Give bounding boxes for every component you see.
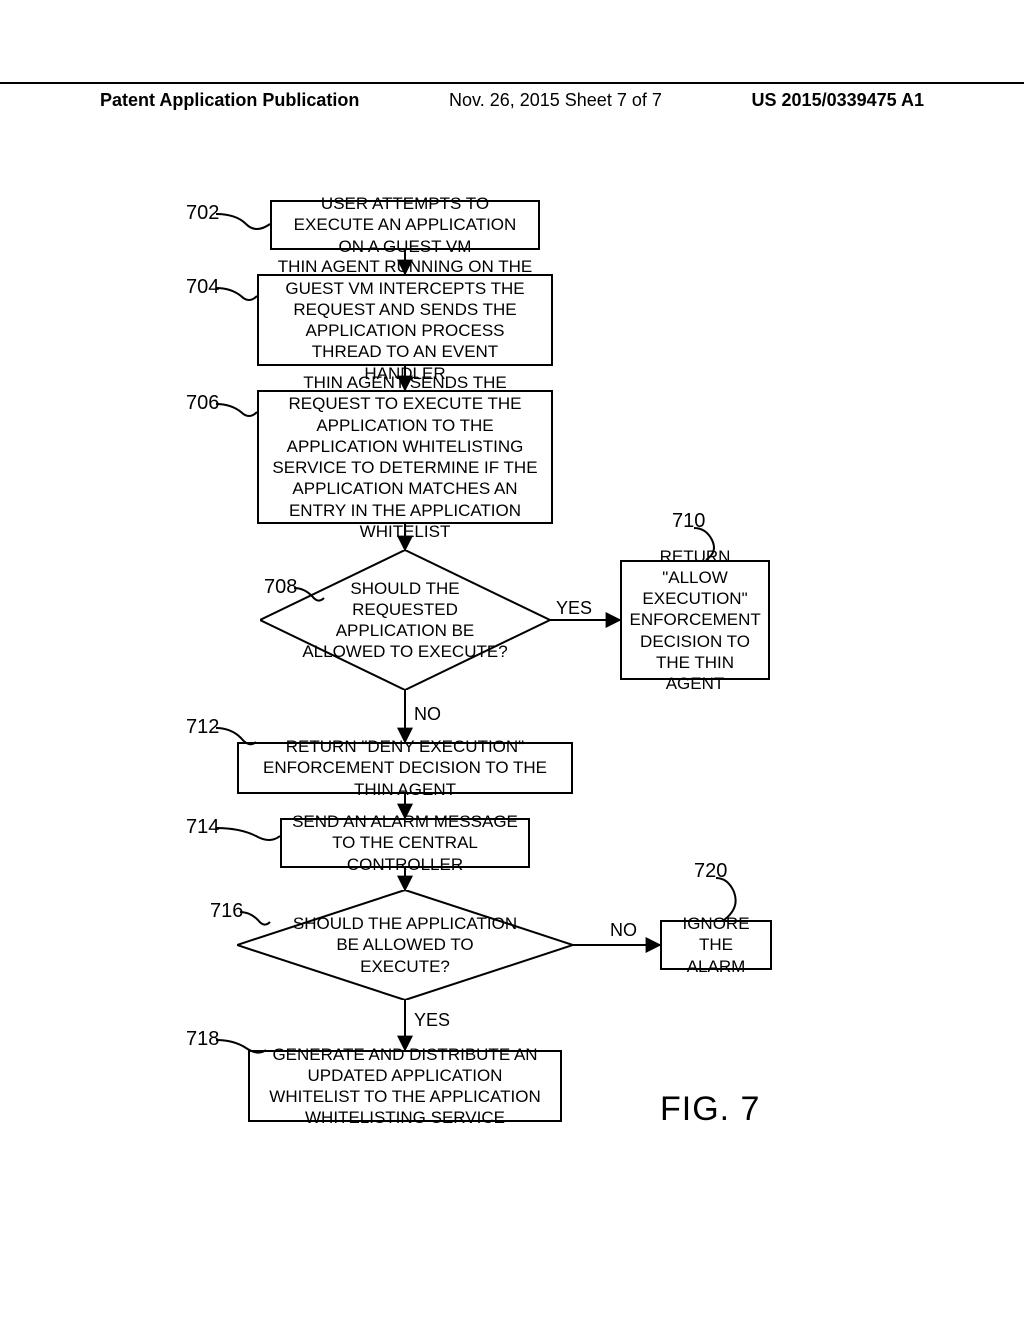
box-720: IGNORE THE ALARM	[660, 920, 772, 970]
header-right: US 2015/0339475 A1	[752, 90, 924, 111]
leader-720	[716, 878, 742, 920]
box-706: THIN AGENT SENDS THE REQUEST TO EXECUTE …	[257, 390, 553, 524]
box-704-text: THIN AGENT RUNNING ON THE GUEST VM INTER…	[269, 256, 541, 384]
box-718-text: GENERATE AND DISTRIBUTE AN UPDATED APPLI…	[260, 1044, 550, 1129]
figure-label: FIG. 7	[660, 1090, 760, 1129]
box-712-text: RETURN "DENY EXECUTION" ENFORCEMENT DECI…	[249, 736, 561, 800]
arrow-716-718	[405, 1000, 406, 1050]
arrow-714-716	[405, 868, 406, 890]
label-no-708: NO	[414, 704, 441, 725]
box-712: RETURN "DENY EXECUTION" ENFORCEMENT DECI…	[237, 742, 573, 794]
leader-718	[216, 1036, 266, 1058]
leader-702	[216, 210, 270, 230]
label-yes-716: YES	[414, 1010, 450, 1031]
arrow-702-704	[405, 250, 406, 274]
header-left: Patent Application Publication	[100, 90, 359, 111]
decision-708-text: SHOULD THE REQUESTED APPLICATION BE ALLO…	[300, 578, 510, 663]
box-710: RETURN "ALLOW EXECUTION" ENFORCEMENT DEC…	[620, 560, 770, 680]
ref-712: 712	[186, 716, 219, 739]
arrow-716-720	[573, 945, 660, 946]
decision-716: SHOULD THE APPLICATION BE ALLOWED TO EXE…	[237, 890, 573, 1000]
ref-716: 716	[210, 900, 243, 923]
ref-704: 704	[186, 276, 219, 299]
box-704: THIN AGENT RUNNING ON THE GUEST VM INTER…	[257, 274, 553, 366]
header-mid: Nov. 26, 2015 Sheet 7 of 7	[449, 90, 662, 111]
box-718: GENERATE AND DISTRIBUTE AN UPDATED APPLI…	[248, 1050, 562, 1122]
box-706-text: THIN AGENT SENDS THE REQUEST TO EXECUTE …	[269, 372, 541, 542]
leader-714	[216, 824, 280, 844]
ref-720: 720	[694, 860, 727, 883]
arrow-708-710	[550, 620, 620, 621]
box-702: USER ATTEMPTS TO EXECUTE AN APPLICATION …	[270, 200, 540, 250]
label-no-716: NO	[610, 920, 637, 941]
box-720-text: IGNORE THE ALARM	[672, 913, 760, 977]
flowchart: USER ATTEMPTS TO EXECUTE AN APPLICATION …	[0, 180, 1024, 1180]
arrow-712-714	[405, 794, 406, 818]
arrow-704-706	[405, 366, 406, 390]
box-710-text: RETURN "ALLOW EXECUTION" ENFORCEMENT DEC…	[630, 546, 761, 695]
ref-702: 702	[186, 202, 219, 225]
arrow-708-712	[405, 690, 406, 742]
ref-714: 714	[186, 816, 219, 839]
arrow-706-708	[405, 524, 406, 550]
ref-708: 708	[264, 576, 297, 599]
ref-706: 706	[186, 392, 219, 415]
ref-718: 718	[186, 1028, 219, 1051]
leader-708	[294, 584, 324, 604]
leader-704	[216, 284, 257, 304]
box-714: SEND AN ALARM MESSAGE TO THE CENTRAL CON…	[280, 818, 530, 868]
page-header: Patent Application Publication Nov. 26, …	[0, 82, 1024, 111]
box-702-text: USER ATTEMPTS TO EXECUTE AN APPLICATION …	[282, 193, 528, 257]
leader-712	[216, 724, 256, 748]
label-yes-708: YES	[556, 598, 592, 619]
box-714-text: SEND AN ALARM MESSAGE TO THE CENTRAL CON…	[292, 811, 518, 875]
decision-708: SHOULD THE REQUESTED APPLICATION BE ALLO…	[260, 550, 550, 690]
ref-710: 710	[672, 510, 705, 533]
leader-706	[216, 400, 257, 420]
decision-716-text: SHOULD THE APPLICATION BE ALLOWED TO EXE…	[292, 913, 518, 977]
leader-716	[240, 908, 270, 928]
